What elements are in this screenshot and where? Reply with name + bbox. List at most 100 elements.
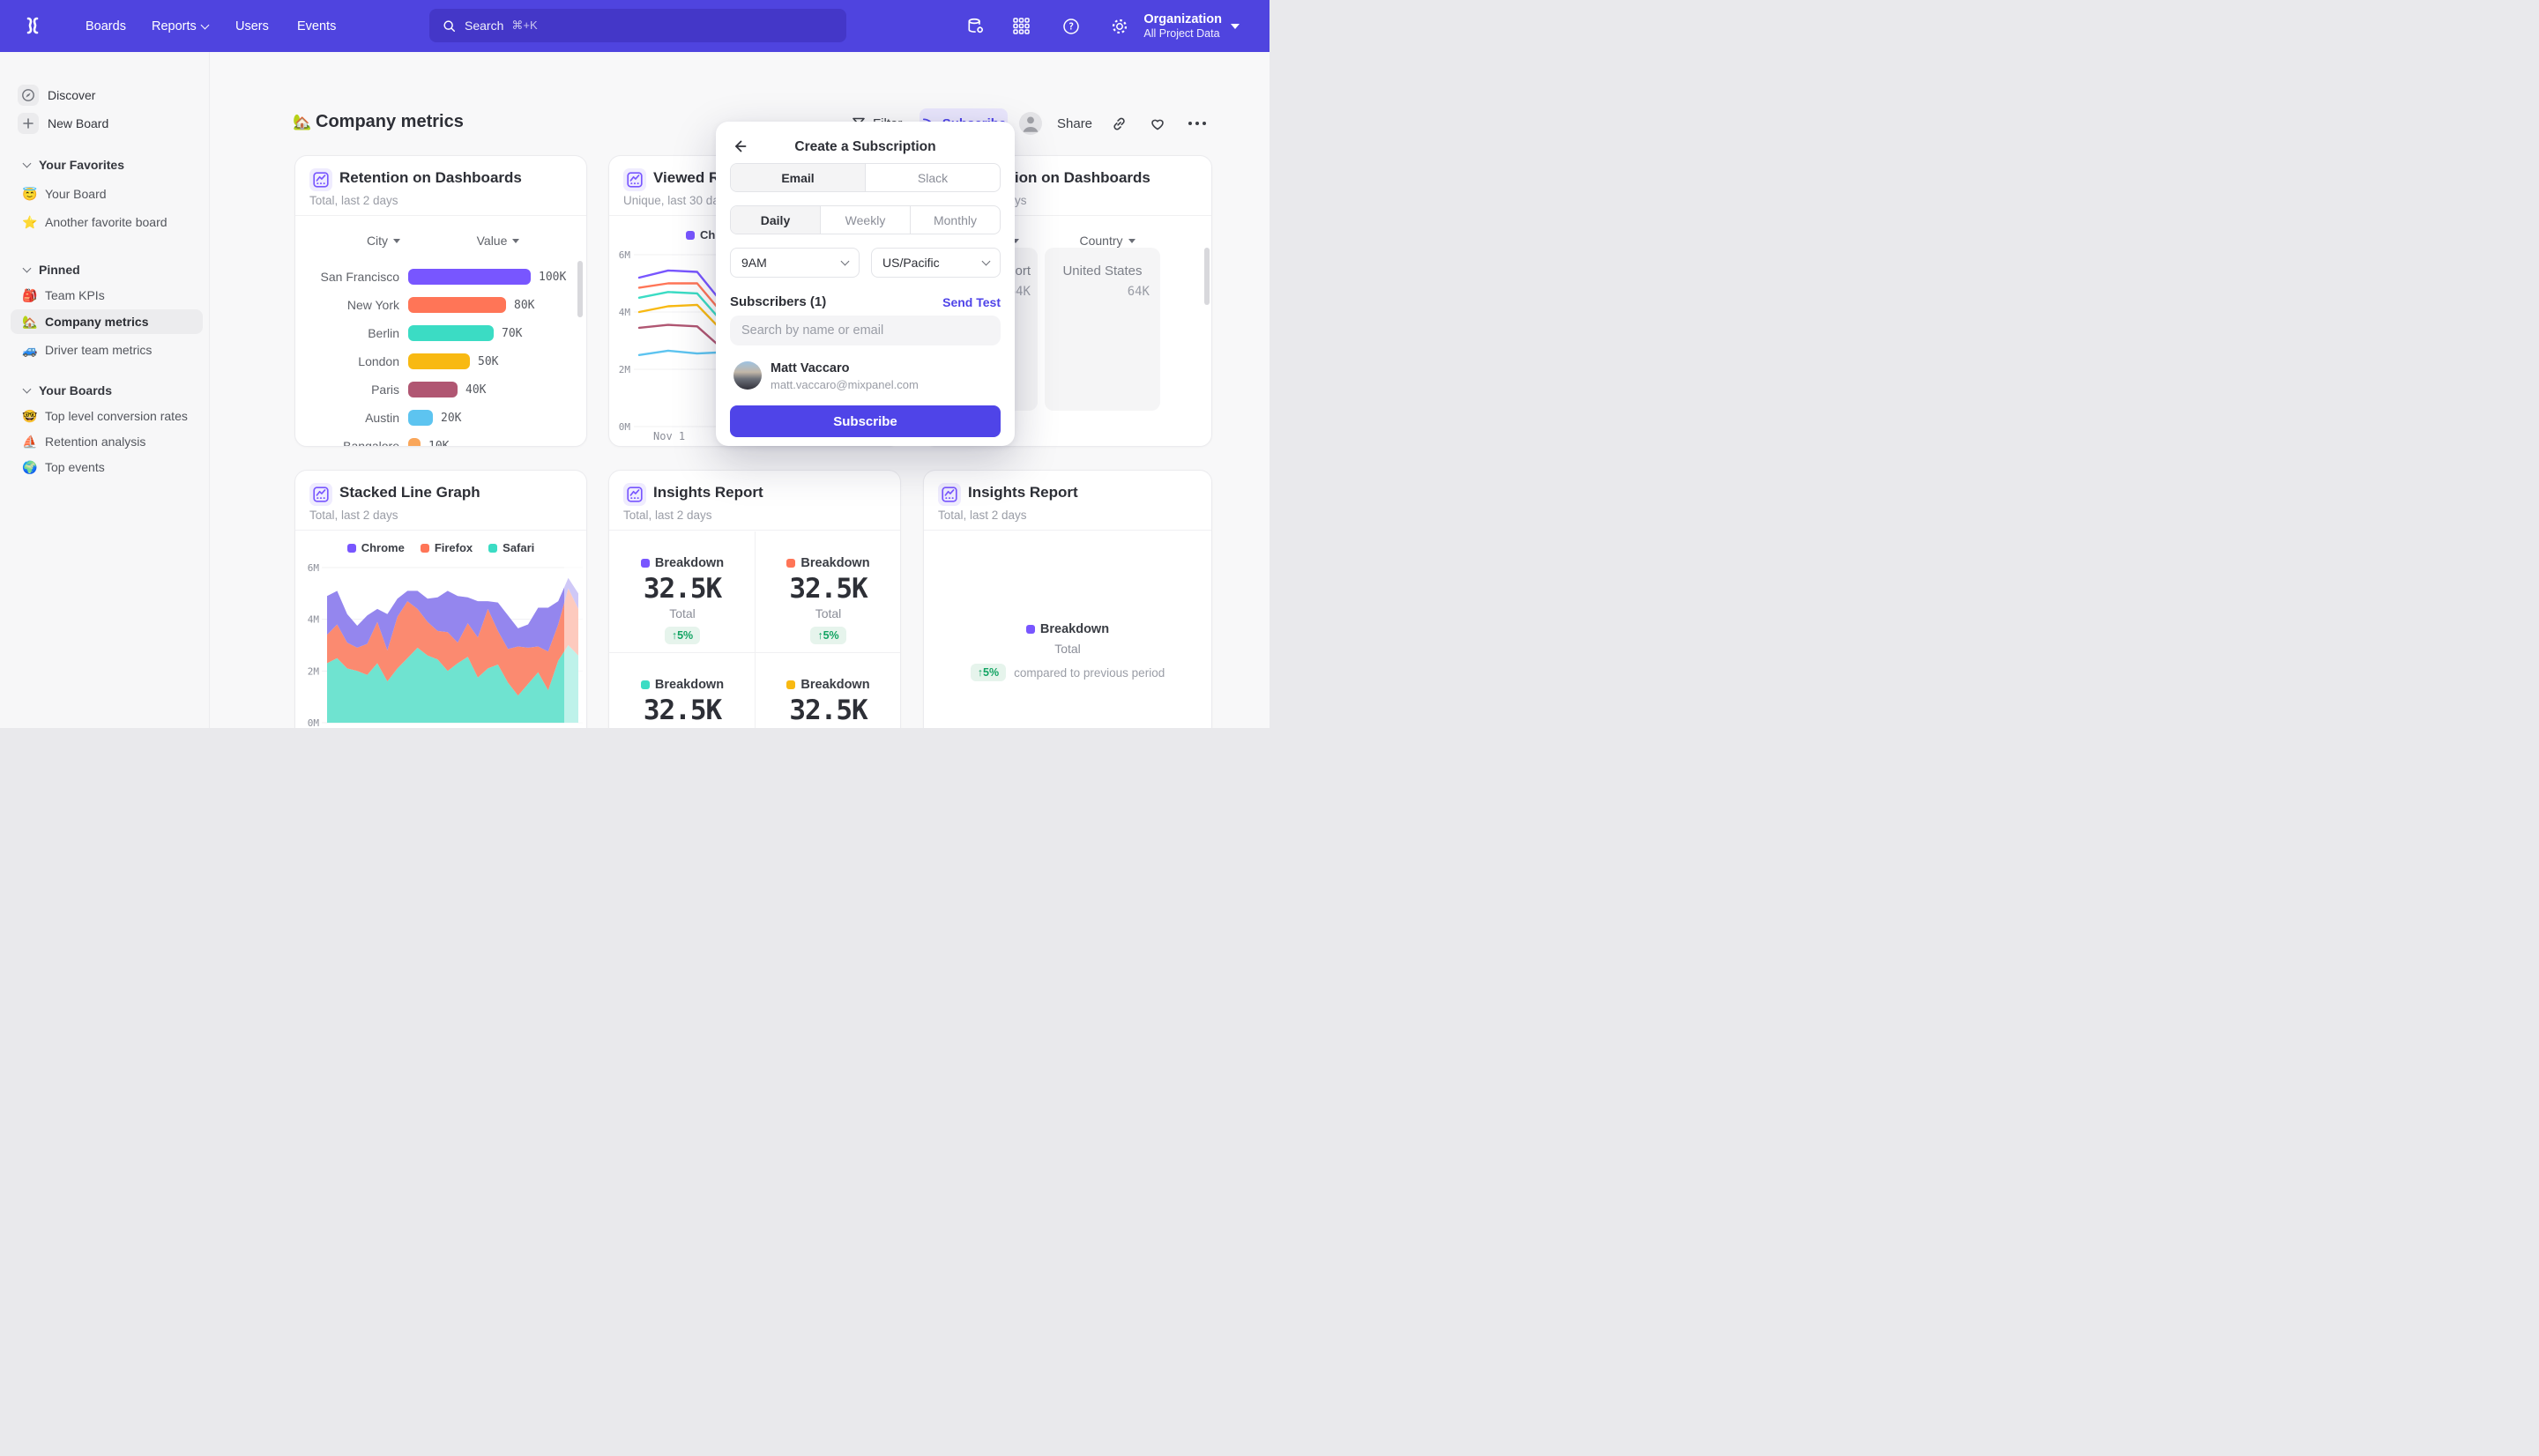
svg-text:0M: 0M [619, 421, 631, 433]
scrollbar[interactable] [1204, 248, 1210, 305]
nav-reports[interactable]: Reports [152, 0, 210, 52]
series-color-dot [1025, 625, 1035, 634]
sidebar-item-top-level-conversion-rates[interactable]: 🤓 Top level conversion rates [22, 408, 188, 424]
board-emoji: 😇 [22, 186, 38, 201]
metric-sub: Total [1054, 642, 1081, 656]
chevron-down-icon [840, 256, 850, 266]
report-icon [623, 483, 646, 506]
board-emoji: 🌍 [22, 459, 38, 474]
card-stacked-line-graph: Stacked Line Graph Total, last 2 days Ch… [294, 470, 587, 728]
settings-gear-icon[interactable] [1110, 0, 1129, 52]
apps-grid-icon[interactable] [1012, 0, 1031, 52]
sort-caret-icon [1012, 238, 1020, 243]
org-switcher[interactable]: Organization All Project Data [1143, 0, 1240, 52]
table-row[interactable]: Bangalore 10K [309, 432, 577, 446]
card-title: Stacked Line Graph [339, 484, 480, 501]
svg-text:6M: 6M [308, 562, 320, 574]
tab-daily[interactable]: Daily [731, 206, 821, 234]
card-title: Retention on Dashboards [339, 169, 522, 186]
delta-badge: ↑5% [970, 664, 1007, 681]
more-options-button[interactable] [1188, 108, 1206, 138]
nav-events[interactable]: Events [297, 19, 337, 33]
modal-subscribe-button[interactable]: Subscribe [730, 405, 1001, 437]
ellipsis-icon [1188, 122, 1206, 125]
card-title: Insights Report [968, 484, 1078, 501]
subscriber-search-input[interactable] [730, 316, 1001, 345]
table-row[interactable]: London 50K [358, 353, 499, 369]
heart-icon [1151, 119, 1164, 130]
plus-icon [18, 113, 39, 134]
tab-slack[interactable]: Slack [917, 170, 949, 185]
sort-caret-icon [512, 238, 520, 243]
mixpanel-logo-icon[interactable] [21, 0, 44, 52]
tab-weekly[interactable]: Weekly [821, 206, 911, 234]
sidebar-item-retention-analysis[interactable]: ⛵ Retention analysis [22, 434, 146, 449]
help-icon[interactable]: ? [1061, 0, 1081, 52]
time-select[interactable]: 9AM [730, 248, 860, 278]
table-row[interactable]: New York 80K [346, 297, 535, 313]
scrollbar[interactable] [577, 261, 583, 317]
table-row[interactable]: Berlin 70K [368, 325, 523, 341]
column-header-value[interactable]: Value [463, 234, 533, 248]
sidebar-item-company-metrics[interactable]: 🏡 Company metrics [11, 309, 203, 334]
legend-item[interactable]: Firefox [420, 541, 473, 554]
subscriber-email: matt.vaccaro@mixpanel.com [771, 378, 919, 391]
compass-icon [18, 85, 39, 106]
sidebar-section-pinned[interactable]: Pinned [0, 258, 210, 281]
chevron-down-icon [22, 384, 32, 394]
table-row[interactable]: Austin 20K [365, 410, 462, 426]
card-header: Insights Report Total, last 2 days [609, 471, 900, 531]
report-icon [309, 483, 332, 506]
nav-boards[interactable]: Boards [86, 19, 126, 33]
sort-caret-icon [393, 238, 401, 243]
data-management-icon[interactable] [966, 0, 986, 52]
chevron-down-icon [22, 159, 32, 168]
sidebar-item-top-events[interactable]: 🌍 Top events [22, 459, 105, 475]
create-subscription-modal: Create a Subscription Email Slack Daily … [716, 122, 1015, 446]
search-input[interactable]: Search ⌘+K [429, 9, 846, 42]
sidebar-item-team-kpis[interactable]: 🎒 Team KPIs [22, 287, 105, 303]
favorite-heart-button[interactable] [1149, 108, 1166, 138]
sidebar-item-another-favorite-board[interactable]: ⭐ Another favorite board [22, 214, 168, 230]
metric-block[interactable]: Breakdown Total ↑5% compared to previous… [924, 622, 1211, 681]
chevron-down-icon [981, 256, 991, 266]
column-header-city[interactable]: City [331, 234, 436, 248]
sidebar-new-board[interactable]: New Board [0, 110, 210, 137]
sidebar-discover[interactable]: Discover [0, 82, 210, 108]
sidebar-item-your-board[interactable]: 😇 Your Board [22, 186, 107, 202]
subscriber-avatar [733, 361, 762, 390]
svg-text:0M: 0M [308, 717, 320, 728]
sidebar-item-driver-team-metrics[interactable]: 🚙 Driver team metrics [22, 342, 153, 358]
share-button[interactable]: Share [1057, 115, 1093, 131]
tab-email[interactable]: Email [731, 164, 866, 191]
table-row[interactable]: Paris 40K [371, 382, 487, 397]
nav-users[interactable]: Users [235, 19, 269, 33]
card-retention-dashboards: Retention on Dashboards Total, last 2 da… [294, 155, 587, 447]
card-insights-report-grid: Insights Report Total, last 2 days Break… [608, 470, 901, 728]
column-header-country[interactable]: Country [1047, 234, 1167, 248]
table-row[interactable]: San Francisco 100K [320, 269, 567, 285]
delta-note: compared to previous period [1014, 665, 1165, 680]
back-button[interactable] [732, 137, 749, 155]
sidebar-section-your-boards[interactable]: Your Boards [0, 379, 210, 402]
stacked-area-chart[interactable]: 6M 4M 2M 0M [295, 471, 587, 728]
avatar[interactable] [1019, 112, 1042, 135]
send-test-link[interactable]: Send Test [942, 295, 1001, 309]
sidebar-section-your-favorites[interactable]: Your Favorites [0, 153, 210, 176]
timezone-select[interactable]: US/Pacific [871, 248, 1001, 278]
legend-item[interactable]: Safari [488, 541, 534, 554]
app-root: Boards Reports Users Events Search ⌘+K ?… [0, 0, 1270, 728]
link-icon [1113, 117, 1125, 130]
chart-legend[interactable]: Chrome Firefox Safari [295, 541, 586, 554]
card-subtitle: Unique, last 30 days [623, 194, 732, 207]
copy-link-button[interactable] [1111, 108, 1128, 138]
legend-item[interactable]: Chrome [346, 541, 405, 554]
tab-monthly[interactable]: Monthly [933, 212, 978, 227]
svg-text:4M: 4M [619, 307, 631, 318]
breakdown-box-country[interactable]: United States 64K [1045, 248, 1160, 411]
board-emoji: 🚙 [22, 342, 38, 357]
